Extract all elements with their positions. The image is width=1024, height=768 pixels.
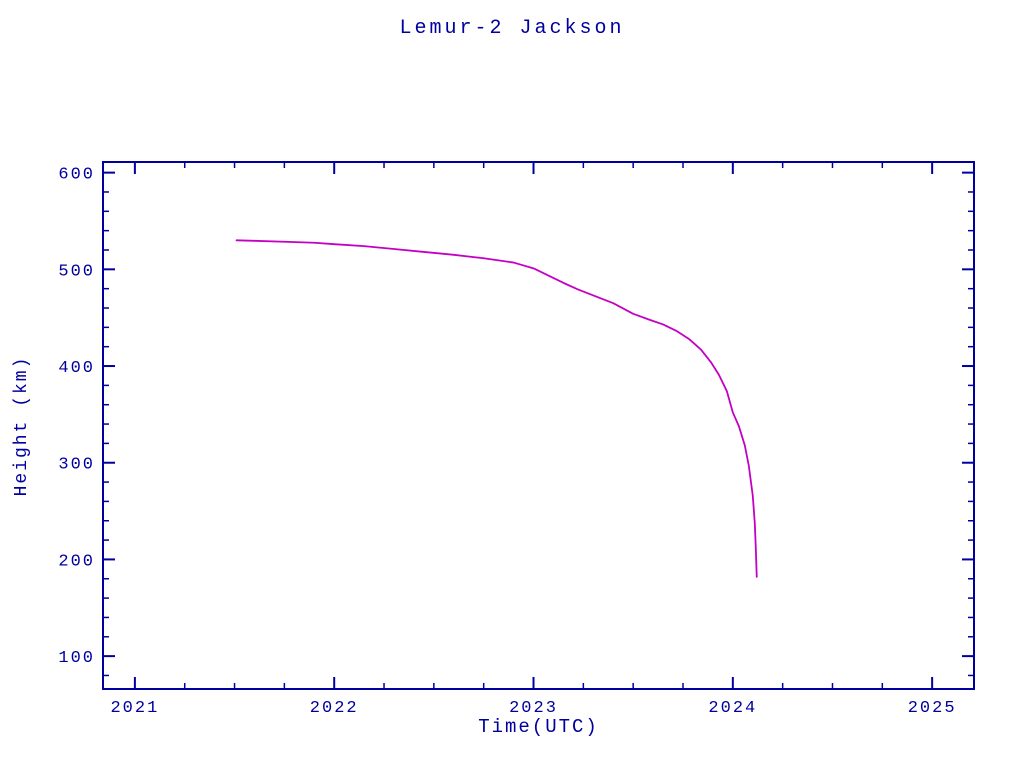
y-tick-label: 100 xyxy=(58,649,95,668)
y-tick-label: 600 xyxy=(58,166,95,185)
x-axis-label: Time(UTC) xyxy=(478,716,599,738)
x-tick-label: 2025 xyxy=(908,699,957,718)
x-tick-label: 2022 xyxy=(310,699,359,718)
y-tick-label: 400 xyxy=(58,359,95,378)
plot-box xyxy=(102,161,975,690)
x-tick-label: 2021 xyxy=(110,699,159,718)
x-tick-label: 2023 xyxy=(509,699,558,718)
chart-title: Lemur-2 Jackson xyxy=(399,17,625,40)
y-tick-label: 500 xyxy=(58,262,95,281)
x-tick-label: 2024 xyxy=(708,699,757,718)
series-line xyxy=(235,239,758,578)
y-tick-label: 200 xyxy=(58,552,95,571)
y-tick-label: 300 xyxy=(58,456,95,475)
